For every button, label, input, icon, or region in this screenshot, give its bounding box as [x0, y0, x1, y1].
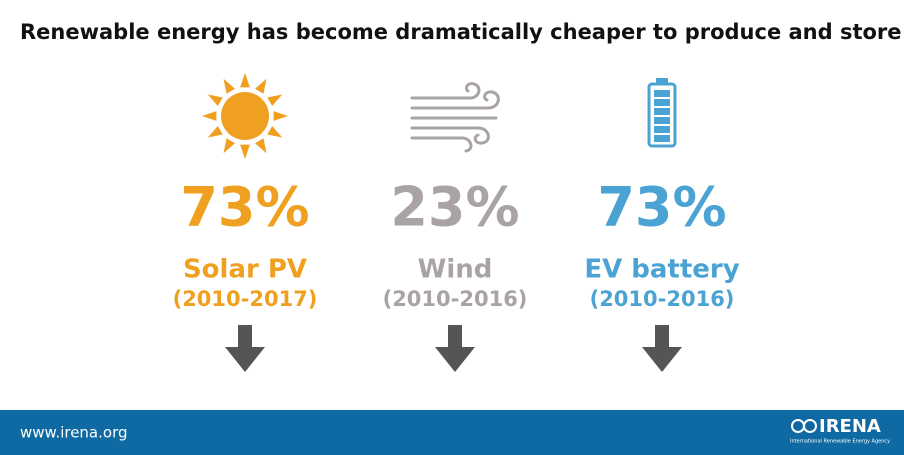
sun-ray	[267, 126, 283, 138]
sun-ray	[207, 94, 223, 106]
battery-block: 73% EV battery (2010-2016)	[584, 176, 740, 372]
period: (2010-2017)	[173, 287, 318, 311]
sun-icon	[202, 73, 288, 159]
logo: IRENA International Renewable Energy Age…	[790, 416, 890, 445]
sun-ray	[223, 78, 235, 94]
wind-icon	[410, 82, 500, 153]
period: (2010-2016)	[590, 287, 735, 311]
label: EV battery	[584, 255, 739, 285]
sun-ray	[255, 78, 267, 94]
value: 23%	[390, 176, 519, 239]
down-arrow	[642, 325, 682, 372]
footer-url[interactable]: www.irena.org	[20, 424, 128, 442]
sun-ray	[267, 94, 283, 106]
title: Renewable energy has become dramatically…	[20, 20, 902, 44]
sun-ray	[240, 73, 250, 88]
logo-text: IRENA	[819, 416, 881, 437]
sun-ray	[240, 144, 250, 159]
footer-band	[0, 410, 904, 455]
sun-ray	[255, 138, 267, 154]
sun-ray	[207, 126, 223, 138]
logo-tagline: International Renewable Energy Agency	[790, 439, 890, 445]
down-arrow	[435, 325, 475, 372]
battery-icon	[647, 78, 677, 148]
period: (2010-2016)	[383, 287, 528, 311]
sun-ray	[202, 111, 217, 121]
value: 73%	[597, 176, 726, 239]
solar-block: 73% Solar PV (2010-2017)	[173, 176, 318, 372]
label: Solar PV	[183, 255, 307, 285]
down-arrow	[225, 325, 265, 372]
sun-ray	[223, 138, 235, 154]
value: 73%	[180, 176, 309, 239]
label: Wind	[418, 255, 493, 285]
wind-block: 23% Wind (2010-2016)	[383, 176, 528, 372]
sun-ray	[273, 111, 288, 121]
